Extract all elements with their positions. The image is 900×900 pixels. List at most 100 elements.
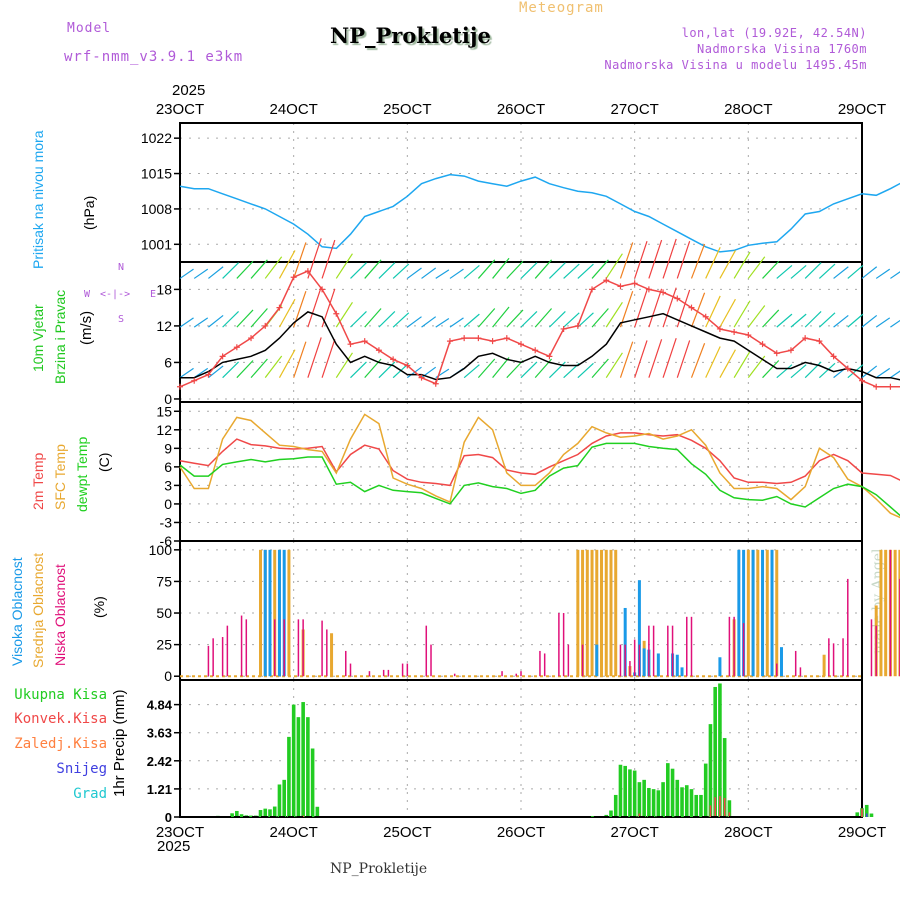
wind-arrow — [520, 361, 538, 379]
bottom-x-tick-label: 27OCT — [610, 824, 658, 841]
wind-arrow — [634, 241, 648, 279]
cloud-bar-high — [268, 549, 272, 677]
cloud-bar-low — [321, 620, 323, 677]
wind-arrow — [818, 312, 836, 328]
y-tick-label: 100 — [149, 542, 173, 558]
wind-gust-marker — [248, 335, 255, 342]
cloud-bar-high — [623, 607, 627, 677]
cloud-bar-high — [282, 549, 286, 677]
wind-gust-marker — [489, 338, 496, 345]
y-tick-label: 4.84 — [147, 698, 173, 713]
cloud-bar-low — [633, 639, 636, 677]
wind-gust-marker — [787, 347, 794, 354]
wind-arrow — [350, 310, 367, 328]
wind-arrow — [605, 253, 623, 279]
wind-arrow — [264, 355, 283, 379]
compass-s: S — [118, 314, 125, 325]
wind-arrow — [250, 308, 268, 328]
wind-arrow — [648, 339, 663, 378]
wind-arrow — [463, 264, 480, 279]
wind-arrow — [619, 341, 634, 378]
wind-arrow — [790, 264, 807, 279]
cloud-bar-mid — [756, 549, 760, 677]
y-tick-label: 1022 — [141, 130, 172, 146]
wind-arrow — [449, 268, 464, 279]
wind-arrow — [804, 310, 822, 328]
cloud-bar-mid — [884, 549, 888, 677]
wind-arrow — [733, 350, 751, 378]
cloud-bar-mid — [604, 549, 608, 677]
wind-gust-marker — [660, 289, 667, 296]
cloud-bar-low — [667, 625, 669, 677]
cloud-bar-high — [742, 549, 746, 677]
cloud-bar-low — [629, 661, 631, 677]
precip-bar-ukupnakisa — [604, 814, 609, 817]
wind-arrow — [619, 290, 634, 328]
cloud-bar-low — [776, 663, 778, 677]
wind-arrow — [548, 310, 566, 328]
wind-gust-marker — [773, 350, 780, 357]
cloud-bar-high — [737, 549, 741, 677]
cloud-bar-mid — [614, 549, 618, 677]
wind-arrow — [378, 310, 396, 328]
cloud-bar-low — [733, 616, 735, 677]
cloud-bar-mid — [765, 549, 769, 677]
wind-gust-marker — [759, 341, 766, 348]
wind-arrow — [179, 367, 194, 379]
cloud-bar-low — [619, 644, 622, 677]
panel-frame-pressure — [179, 122, 863, 263]
wind-arrow — [449, 317, 464, 328]
wind-arrow — [208, 314, 224, 328]
precip-bar-ukupnakisa — [282, 779, 286, 817]
cloud-bar-high — [718, 657, 722, 677]
wind-gust-marker — [404, 362, 411, 369]
wind-arrow — [762, 260, 780, 279]
wind-arrow — [719, 250, 736, 279]
wind-arrow — [690, 243, 706, 279]
precip-bar-ukupnakisa — [699, 794, 703, 817]
wind-arrow — [690, 292, 706, 328]
precip-bar-ukupnakisa — [287, 736, 291, 817]
wind-arrow — [662, 287, 677, 328]
y-tick-label: 3 — [164, 477, 172, 493]
cloud-bar-low — [349, 663, 352, 677]
wind-gust-marker — [802, 335, 809, 342]
cloud-bar-low — [870, 619, 873, 677]
wind-arrow — [577, 312, 594, 328]
wind-gust-marker — [645, 286, 652, 293]
wind-gust-marker — [631, 280, 638, 287]
cloud-bar-low — [828, 638, 830, 677]
cloud-bar-low — [889, 549, 892, 677]
wind-arrow — [776, 264, 793, 279]
y-tick-label: 0 — [165, 810, 172, 825]
wind-gust-marker — [290, 274, 297, 281]
wind-arrow — [875, 268, 891, 279]
wind-arrow — [335, 302, 353, 328]
wind-gust-marker — [177, 383, 183, 390]
wind-arrow — [662, 337, 677, 378]
cloud-bar-low — [543, 653, 546, 677]
cloud-bar-high — [277, 549, 281, 677]
precip-bar-ukupnakisa — [268, 809, 272, 817]
cloud-bar-mid — [893, 549, 897, 677]
precip-bar-ukupnakisa — [249, 815, 253, 817]
cloud-bar-low — [425, 625, 428, 677]
wind-arrow — [193, 268, 209, 279]
wind-arrow — [861, 266, 878, 279]
wind-gust-marker — [674, 295, 681, 302]
wind-arrow — [307, 238, 322, 279]
wind-speed-line — [180, 311, 900, 381]
y-tick-label: 0 — [164, 496, 172, 512]
wind-arrow — [676, 340, 691, 378]
wind-arrow — [833, 314, 849, 328]
model-elevation: Nadmorska Visina u modelu 1495.45m — [604, 58, 867, 72]
compass-cross: <-|-> — [100, 289, 131, 300]
compass-n: N — [118, 262, 125, 273]
cloud-bar-high — [595, 644, 599, 677]
wind-arrow — [421, 316, 437, 328]
wind-arrow — [506, 360, 524, 379]
y-tick-label: 75 — [156, 573, 172, 589]
top-x-tick-label: 24OCT — [269, 101, 317, 118]
cloud-bar-high — [751, 549, 755, 677]
wind-arrow — [776, 313, 793, 328]
